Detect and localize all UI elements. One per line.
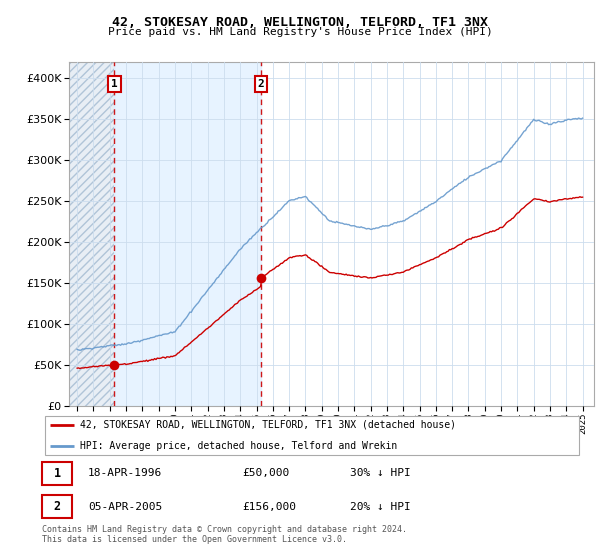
Bar [69,62,115,406]
Text: 42, STOKESAY ROAD, WELLINGTON, TELFORD, TF1 3NX: 42, STOKESAY ROAD, WELLINGTON, TELFORD, … [112,16,488,29]
Text: Price paid vs. HM Land Registry's House Price Index (HPI): Price paid vs. HM Land Registry's House … [107,27,493,37]
Text: 18-APR-1996: 18-APR-1996 [88,468,162,478]
FancyBboxPatch shape [45,416,580,455]
Text: 1: 1 [111,79,118,89]
FancyBboxPatch shape [42,461,72,485]
Text: £50,000: £50,000 [242,468,289,478]
Text: £156,000: £156,000 [242,502,296,512]
Text: Contains HM Land Registry data © Crown copyright and database right 2024.
This d: Contains HM Land Registry data © Crown c… [42,525,407,544]
Text: 42, STOKESAY ROAD, WELLINGTON, TELFORD, TF1 3NX (detached house): 42, STOKESAY ROAD, WELLINGTON, TELFORD, … [80,420,456,430]
Text: 05-APR-2005: 05-APR-2005 [88,502,162,512]
Text: HPI: Average price, detached house, Telford and Wrekin: HPI: Average price, detached house, Telf… [80,441,397,451]
Text: 2: 2 [257,79,264,89]
Text: 20% ↓ HPI: 20% ↓ HPI [350,502,410,512]
Bar [115,62,261,406]
Bar [69,62,115,406]
Text: 1: 1 [53,466,61,480]
FancyBboxPatch shape [42,495,72,518]
Text: 30% ↓ HPI: 30% ↓ HPI [350,468,410,478]
Text: 2: 2 [53,500,61,513]
